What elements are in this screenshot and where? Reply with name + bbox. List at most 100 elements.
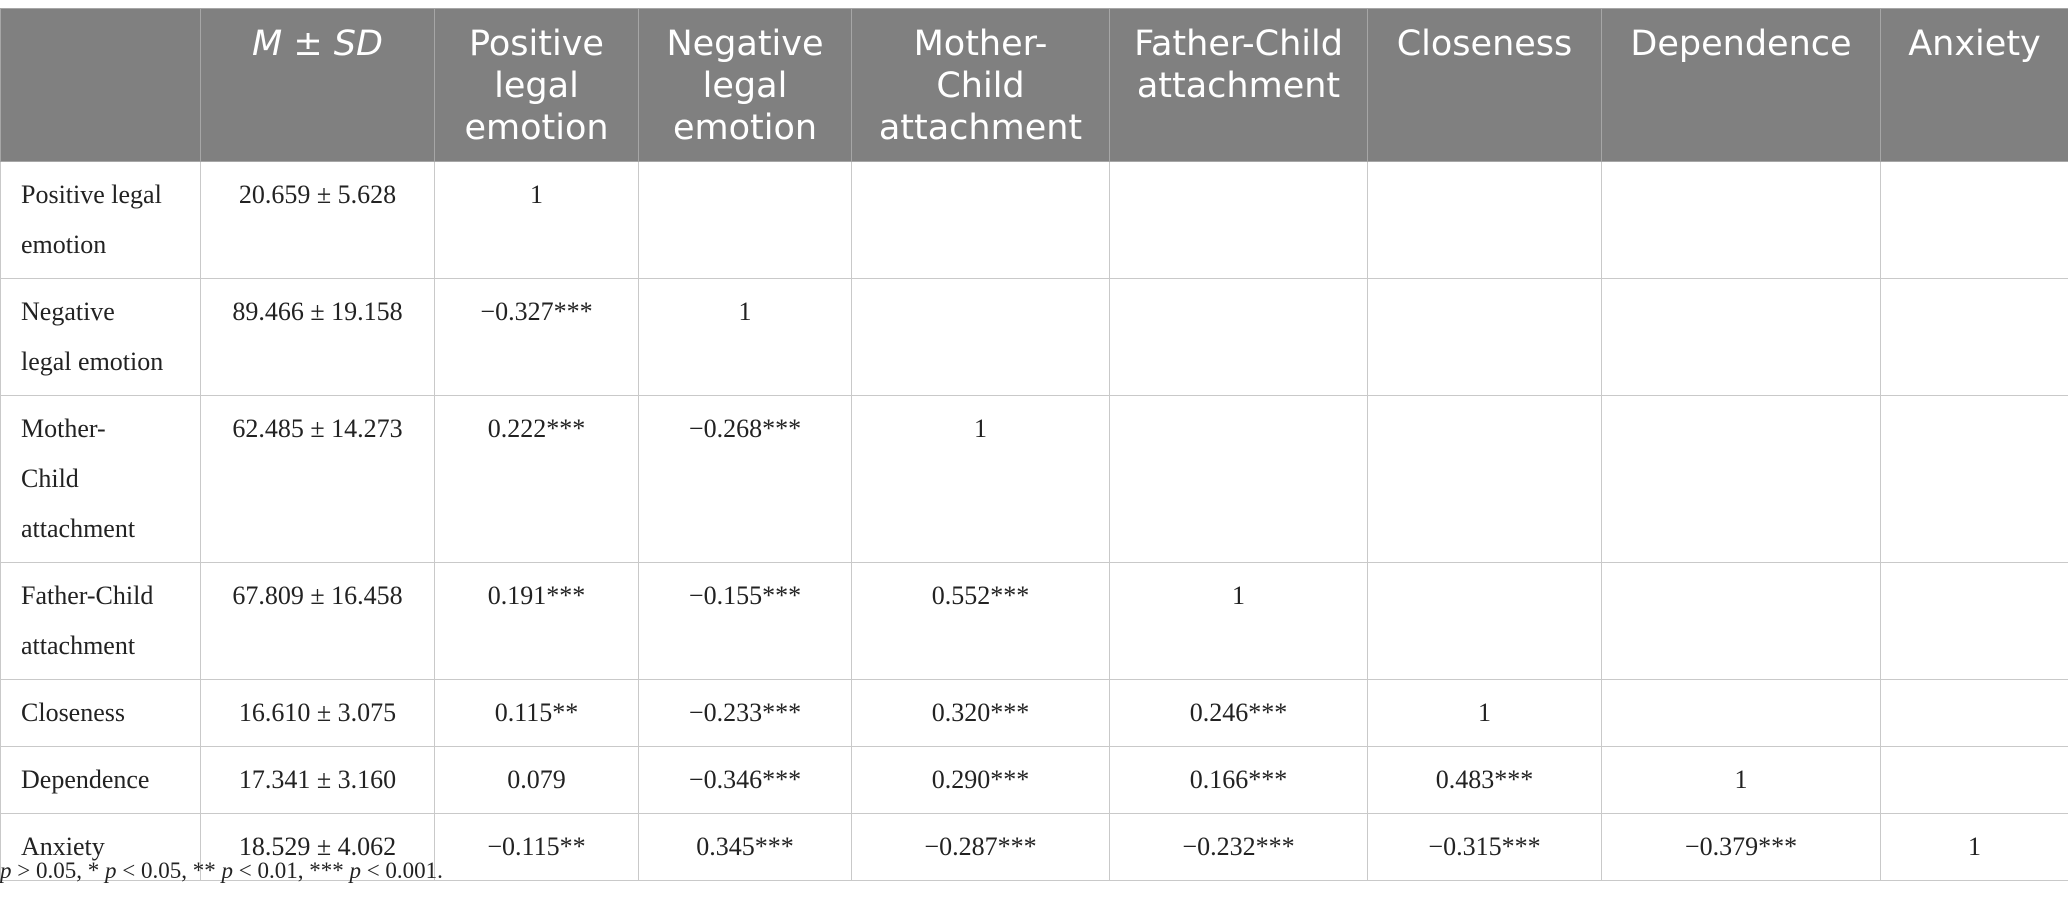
table-cell: −0.115** [434, 813, 639, 881]
row-label-line: Closeness [21, 698, 125, 727]
footnote-p: p [349, 858, 361, 883]
table-cell [1880, 278, 2068, 396]
row-label: Positive legal emotion [0, 161, 201, 279]
table-cell: −0.379*** [1601, 813, 1881, 881]
row-label-line: Father-Child [21, 581, 154, 610]
row-label-line: attachment [21, 514, 136, 543]
table-row: Positive legal emotion 20.659 ± 5.628 1 [0, 161, 2068, 279]
table-cell [1601, 679, 1881, 747]
table-cell: −0.327*** [434, 278, 639, 396]
table-cell: 1 [434, 161, 639, 279]
header-label-mean-sd: M ± SD [252, 24, 383, 64]
table-cell: 1 [1367, 679, 1602, 747]
row-label: Mother- Child attachment [0, 395, 201, 563]
table-cell: 1 [851, 395, 1110, 563]
table-row: Negative legal emotion 89.466 ± 19.158 −… [0, 278, 2068, 396]
header-cell-father-child-attachment: Father-Child attachment [1109, 8, 1368, 162]
table-cell [1601, 161, 1881, 279]
header-cell-mean-sd: M ± SD [200, 8, 435, 162]
header-line: Anxiety [1908, 24, 2041, 64]
header-line: Negative [666, 24, 824, 64]
table-cell [1880, 679, 2068, 747]
header-line: Mother- [913, 24, 1048, 64]
table-cell [851, 278, 1110, 396]
header-line: legal [494, 66, 579, 106]
table-row: Anxiety 18.529 ± 4.062 −0.115** 0.345***… [0, 813, 2068, 881]
header-cell-mother-child-attachment: Mother- Child attachment [851, 8, 1110, 162]
table-cell: −0.155*** [638, 562, 852, 680]
table-cell: 1 [1109, 562, 1368, 680]
row-label: Father-Child attachment [0, 562, 201, 680]
table-cell: 0.483*** [1367, 746, 1602, 814]
table-cell [851, 161, 1110, 279]
row-label: Anxiety [0, 813, 201, 881]
table-cell: 0.246*** [1109, 679, 1368, 747]
table-cell: 0.079 [434, 746, 639, 814]
header-line: Child [936, 66, 1025, 106]
table-row: Father-Child attachment 67.809 ± 16.458 … [0, 562, 2068, 680]
footnote-p: p [221, 858, 233, 883]
table-cell: −0.268*** [638, 395, 852, 563]
table-cell [1367, 562, 1602, 680]
mean-sd-cell: 17.341 ± 3.160 [200, 746, 435, 814]
header-cell-positive-legal-emotion: Positive legal emotion [434, 8, 639, 162]
row-label-line: Mother- [21, 414, 106, 443]
table-cell: 1 [1601, 746, 1881, 814]
header-cell-dependence: Dependence [1601, 8, 1881, 162]
mean-sd-cell: 62.485 ± 14.273 [200, 395, 435, 563]
table-cell: −0.315*** [1367, 813, 1602, 881]
header-line: Closeness [1396, 24, 1573, 64]
mean-sd-cell: 89.466 ± 19.158 [200, 278, 435, 396]
table-row: Closeness 16.610 ± 3.075 0.115** −0.233*… [0, 679, 2068, 747]
footnote-p: p [104, 858, 117, 883]
row-label-line: legal emotion [21, 347, 164, 376]
row-label: Negative legal emotion [0, 278, 201, 396]
table-cell [1601, 395, 1881, 563]
table-cell [1367, 395, 1602, 563]
header-row: M ± SD Positive legal emotion Negative l… [0, 8, 2068, 162]
header-line: Father-Child [1134, 24, 1343, 64]
table-cell [1367, 161, 1602, 279]
table-cell [1109, 395, 1368, 563]
table-cell [1601, 278, 1881, 396]
table-cell [1880, 562, 2068, 680]
table-cell: 0.320*** [851, 679, 1110, 747]
table-cell: −0.233*** [638, 679, 852, 747]
row-label-line: Child [21, 464, 79, 493]
footnote-p: p [0, 858, 12, 883]
header-line: emotion [672, 108, 818, 148]
table-cell [1880, 746, 2068, 814]
header-cell-closeness: Closeness [1367, 8, 1602, 162]
table-cell: 0.290*** [851, 746, 1110, 814]
table-cell: −0.232*** [1109, 813, 1368, 881]
row-label-line: Dependence [21, 765, 150, 794]
table-cell: 0.166*** [1109, 746, 1368, 814]
table-cell: 1 [638, 278, 852, 396]
table-cell [638, 161, 852, 279]
table-footnote: p > 0.05, * p < 0.05, ** p < 0.01, *** p… [0, 857, 443, 885]
footnote-text: > 0.05, * [11, 858, 105, 883]
table-cell [1880, 395, 2068, 563]
footnote-text: < 0.01, *** [232, 858, 350, 883]
header-cell-anxiety: Anxiety [1880, 8, 2068, 162]
correlation-table: M ± SD Positive legal emotion Negative l… [0, 8, 2068, 881]
table-cell: 1 [1880, 813, 2068, 881]
header-line: Positive [469, 24, 604, 64]
table-cell: 0.191*** [434, 562, 639, 680]
table-cell [1601, 562, 1881, 680]
header-line: emotion [464, 108, 609, 148]
table-cell: 0.222*** [434, 395, 639, 563]
table-cell [1109, 278, 1368, 396]
row-label-line: attachment [21, 631, 136, 660]
correlation-table-container: M ± SD Positive legal emotion Negative l… [0, 8, 2068, 881]
header-cell-empty [0, 8, 201, 162]
row-label-line: Anxiety [21, 832, 105, 861]
mean-sd-cell: 67.809 ± 16.458 [200, 562, 435, 680]
table-cell: 0.345*** [638, 813, 852, 881]
row-label-line: emotion [21, 230, 107, 259]
table-cell: −0.346*** [638, 746, 852, 814]
table-cell: 0.552*** [851, 562, 1110, 680]
row-label-line: Positive legal [21, 180, 162, 209]
header-line: legal [702, 66, 788, 106]
mean-sd-cell: 18.529 ± 4.062 [200, 813, 435, 881]
